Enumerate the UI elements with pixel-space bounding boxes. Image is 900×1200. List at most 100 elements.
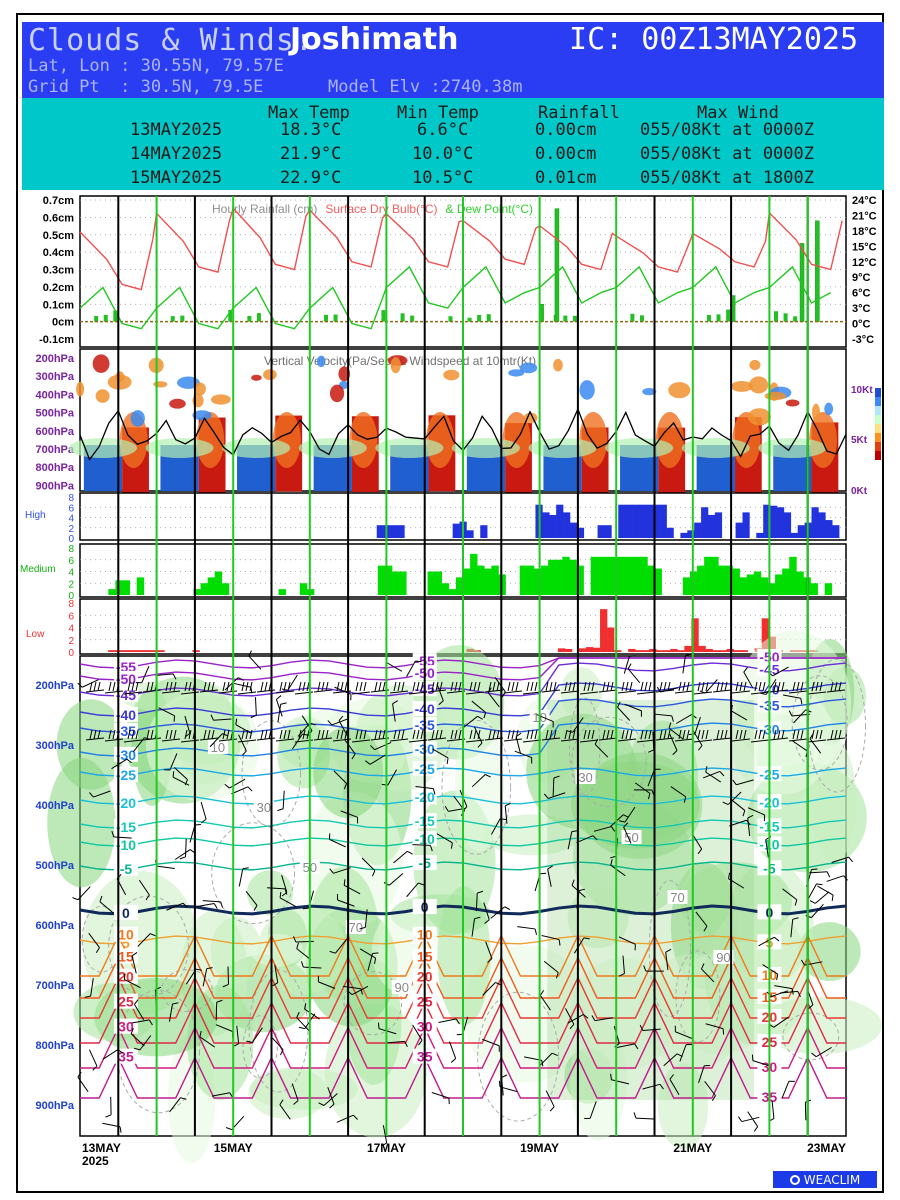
wind-barb-staff: [254, 697, 257, 716]
contour-label-bg: [113, 818, 138, 834]
grid-point: Grid Pt : 30.5N, 79.5E: [28, 77, 264, 97]
wind-barb-staff: [329, 838, 346, 848]
wind-barb-flag: [547, 865, 553, 870]
wind-barb-staff: [653, 713, 672, 717]
wind-barb-flag: [800, 729, 804, 740]
wind-barb-flag: [287, 729, 291, 740]
cloud-bar: [684, 645, 692, 652]
wind-barb-flag: [669, 1074, 675, 1080]
wind-barb: [377, 1022, 397, 1035]
wind-barb-flag: [720, 729, 724, 740]
wind-barb: [361, 857, 376, 877]
wind-barb-staff: [675, 1031, 693, 1039]
wind-barb: [647, 768, 661, 787]
wind-barb-flag: [753, 1126, 759, 1132]
wind-barb-staff: [245, 890, 258, 906]
wind-barb-flag: [272, 982, 279, 987]
wind-barb-flag: [325, 729, 329, 740]
wind-barb-flag: [412, 681, 416, 692]
wind-barb: [593, 826, 616, 832]
wind-barb: [131, 1019, 153, 1026]
cloud-bar: [619, 556, 627, 595]
wind-barb: [669, 1074, 680, 1095]
wind-barb-staff: [665, 952, 669, 971]
wind-barb-staff: [809, 871, 828, 874]
wind-barb-flag: [639, 1024, 644, 1031]
wind-barb-flag: [93, 681, 97, 692]
wind-barb-flag: [625, 729, 629, 740]
wind-barb-staff: [815, 1046, 832, 1058]
neutral-region: [758, 438, 827, 458]
contour-label: -10: [116, 837, 136, 853]
wind-barb-staff: [782, 694, 801, 699]
wind-barb-staff: [465, 691, 485, 695]
cloud-bar: [136, 577, 145, 595]
wind-barb-flag: [112, 681, 116, 692]
wind-barb-flag: [477, 729, 481, 740]
cloud-bar: [564, 648, 573, 652]
rain-bar: [563, 315, 568, 322]
wind-barb-staff: [826, 689, 846, 693]
wind-barb-flag: [296, 1011, 300, 1018]
wind-barb: [668, 722, 684, 740]
wind-barb-flag: [796, 681, 800, 692]
wind-barb: [88, 1049, 98, 1071]
wind-barb-flag: [148, 1019, 153, 1026]
wind-barb-flag: [745, 819, 751, 826]
wind-barb: [293, 936, 314, 943]
y-tick-label: 700hPa: [35, 444, 74, 456]
cloud-bar: [719, 650, 727, 652]
wind-barb-staff: [482, 1038, 500, 1047]
wind-barb: [539, 1052, 558, 1067]
y-tick-label: 300hPa: [35, 371, 74, 383]
wind-barb-flag: [743, 681, 747, 692]
wind-barb-flag: [253, 905, 258, 911]
y-tick-label: 10Kt: [851, 385, 873, 396]
cloud-bar: [607, 627, 615, 652]
cloud-bar: [659, 504, 667, 538]
cloud-bar: [682, 577, 691, 595]
x-tick-label: 17MAY: [367, 1141, 406, 1155]
colorbar-cell: [875, 424, 881, 433]
wind-barb-staff: [826, 875, 844, 882]
wind-barb-staff: [624, 703, 642, 712]
wind-barb: [541, 935, 561, 946]
cloud-bar: [557, 648, 566, 652]
wind-barb-staff: [747, 807, 765, 816]
wind-barb-flag: [280, 702, 287, 705]
wind-barb: [137, 933, 156, 947]
wind-barb-flag: [235, 718, 238, 725]
velocity-blob: [329, 384, 345, 403]
wind-barb-staff: [598, 737, 618, 741]
wind-barb-flag: [610, 1073, 612, 1080]
wind-barb-flag: [105, 1114, 112, 1118]
wind-barb-flag: [226, 729, 230, 740]
wind-barb-flag: [701, 729, 705, 740]
wind-barb-flag: [340, 681, 344, 692]
contour-label: -20: [116, 795, 136, 811]
colorbar-cell: [875, 397, 881, 406]
cloud-bar: [555, 559, 563, 595]
wind-barb-staff: [788, 738, 808, 742]
wind-barb: [475, 890, 484, 912]
wind-barb-staff: [448, 1041, 457, 1059]
wind-barb-staff: [712, 689, 732, 693]
wind-barb-flag: [199, 1030, 202, 1037]
wind-barb: [567, 830, 578, 850]
velocity-blob: [519, 362, 538, 374]
wind-barb-flag: [617, 701, 621, 708]
wind-barb-flag: [381, 1142, 387, 1147]
wind-barb: [272, 964, 279, 987]
wind-barb: [552, 775, 560, 797]
wind-barb-flag: [549, 1106, 555, 1112]
wind-barb-staff: [155, 673, 174, 677]
wind-barb-flag: [834, 681, 838, 692]
cloud-bar: [214, 571, 223, 595]
wind-barb-flag: [507, 681, 511, 692]
wind-barb-staff: [344, 739, 356, 755]
wind-barb-flag: [545, 729, 549, 740]
wind-barb-staff: [166, 902, 184, 911]
wind-barb-flag: [777, 729, 781, 740]
wind-barb: [328, 833, 346, 848]
wind-barb-flag: [145, 894, 150, 901]
